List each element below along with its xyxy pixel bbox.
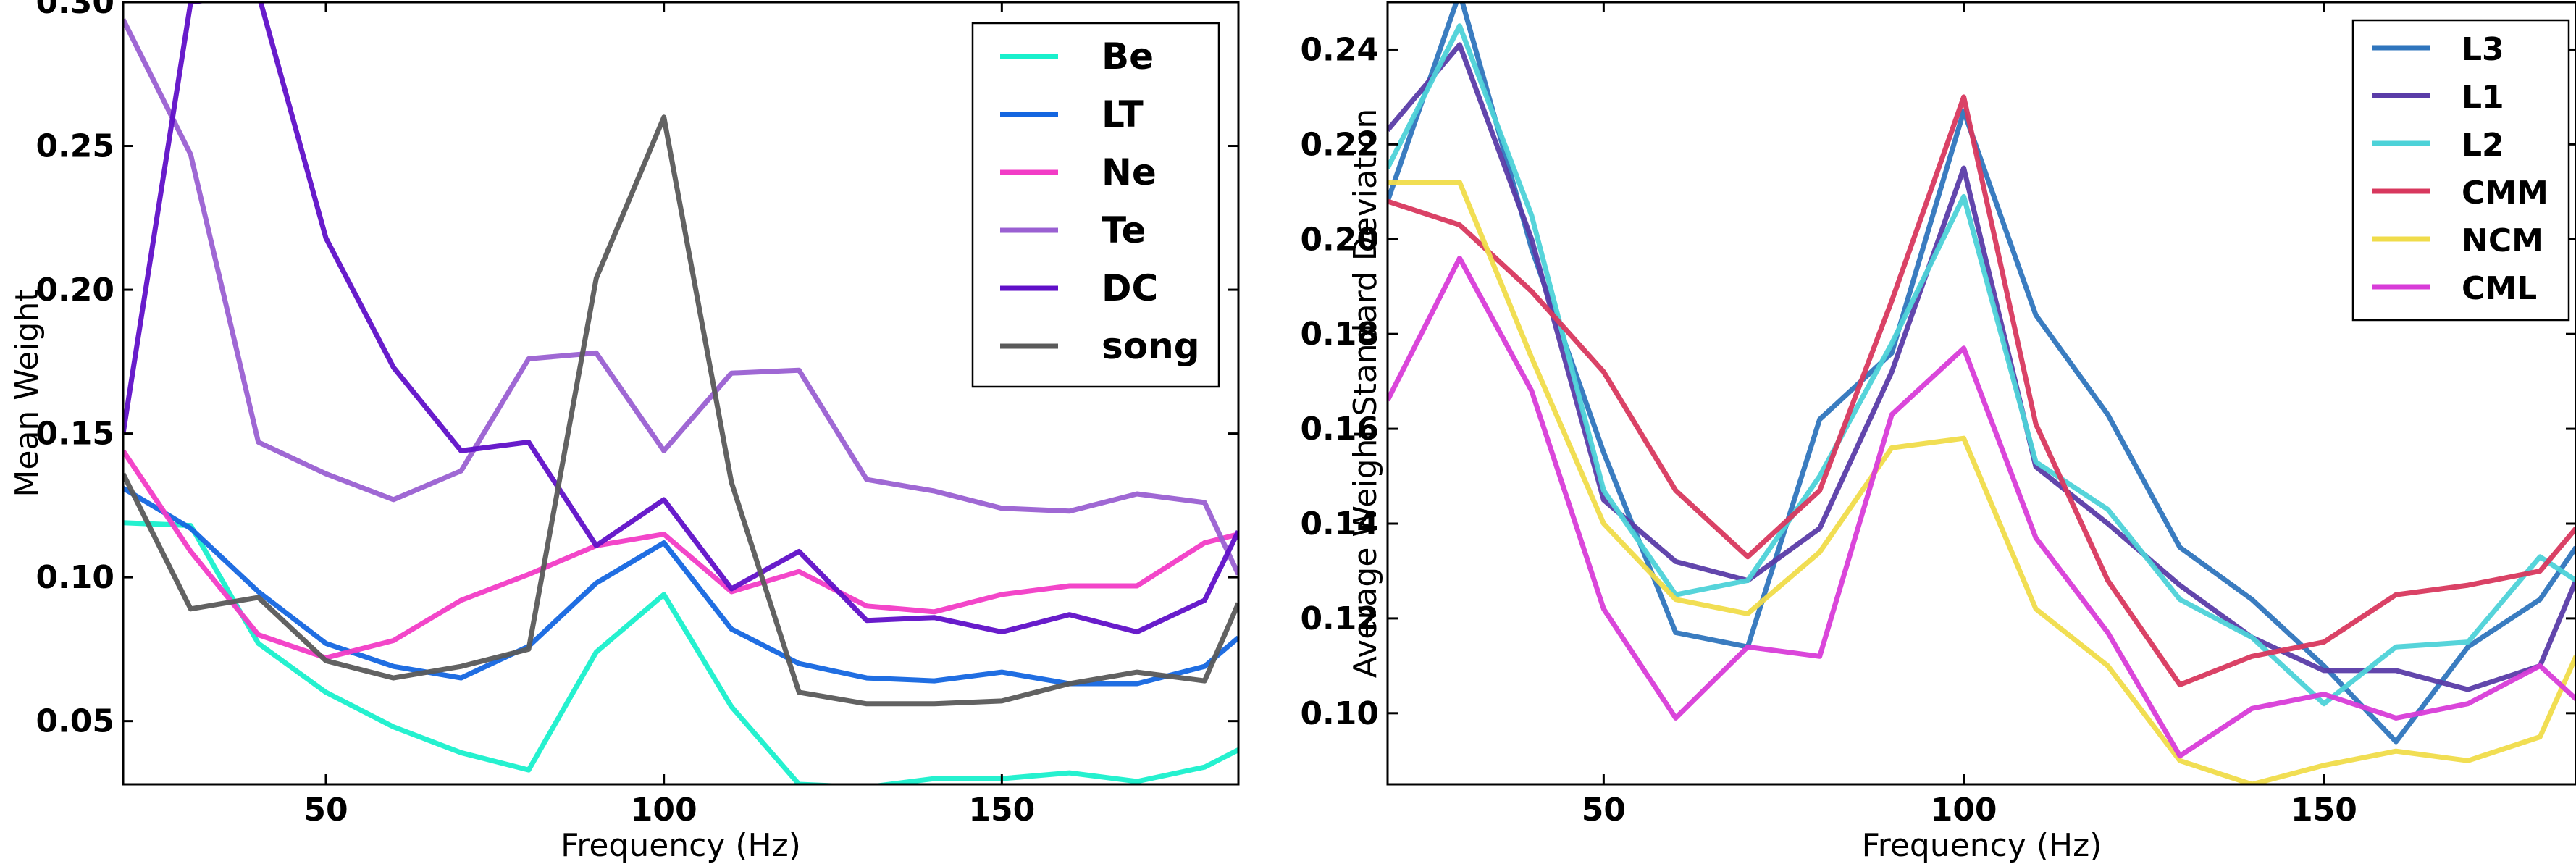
legend-label: CML — [2462, 270, 2537, 307]
series-line-be — [123, 520, 1238, 784]
series-line-l2 — [1388, 23, 2576, 707]
legend-label: Be — [1102, 35, 1154, 77]
plot-frame — [1386, 1, 2576, 786]
y-tick-label: 0.24 — [1300, 31, 1379, 68]
y-tick-label: 0.15 — [35, 416, 114, 453]
legend-label: DC — [1102, 267, 1158, 309]
legend-label: Ne — [1102, 151, 1157, 193]
series-group — [1388, 2, 2576, 784]
x-tick-label: 100 — [631, 792, 697, 829]
y-tick-label: 0.20 — [35, 272, 114, 309]
legend-label: L1 — [2462, 79, 2504, 116]
series-line-dc — [123, 2, 1238, 635]
series-line-cmm — [1388, 94, 2576, 687]
series-line-te — [123, 18, 1238, 576]
y-axis-label: Mean Weight — [9, 289, 46, 497]
legend-label: song — [1102, 325, 1200, 367]
y-tick-label: 0.25 — [35, 128, 114, 165]
x-tick-label: 150 — [2291, 792, 2357, 829]
y-tick-label: 0.18 — [1300, 316, 1379, 353]
legend-label: NCM — [2462, 222, 2543, 259]
legend-box — [971, 22, 1220, 388]
x-tick-label: 50 — [303, 792, 348, 829]
y-tick-label: 0.10 — [35, 559, 114, 596]
series-line-ne — [123, 449, 1238, 660]
chart-left: 50 100 150 0.05 0.10 0.15 0.20 0.25 0.30 Frequenc… — [9, 0, 1240, 864]
y-tick-label: 0.12 — [1300, 600, 1379, 637]
y-tick-label: 0.14 — [1300, 506, 1379, 542]
legend-label: LT — [1102, 93, 1144, 135]
plot-frame — [122, 1, 1240, 786]
y-tick-label: 0.16 — [1300, 411, 1379, 448]
series-line-song — [123, 114, 1238, 707]
x-tick-label: 100 — [1931, 792, 1997, 829]
series-line-ncm — [1388, 180, 2576, 784]
chart-right: 50 100 150 0.10 0.12 0.14 0.16 0.18 0.20 0.22 0.24… — [1300, 1, 2576, 864]
legend-label: Te — [1102, 209, 1146, 251]
series-line-l3 — [1388, 2, 2576, 745]
legend-label: CMM — [2462, 175, 2548, 211]
x-tick-label: 150 — [968, 792, 1035, 829]
x-axis-label: Frequency (Hz) — [1862, 827, 2102, 864]
series-line-cml — [1388, 256, 2576, 759]
y-tick-label: 0.22 — [1300, 126, 1379, 163]
legend-label: L2 — [2462, 127, 2504, 164]
x-tick-label: 50 — [1582, 792, 1626, 829]
legend-label: L3 — [2462, 31, 2504, 68]
y-tick-label: 0.30 — [35, 0, 114, 21]
y-tick-label: 0.10 — [1300, 695, 1379, 732]
series-line-l1 — [1388, 42, 2576, 692]
legend: L3 L1 L2 CMM NCM CML — [2351, 19, 2570, 322]
series-group — [123, 2, 1238, 784]
y-tick-label: 0.05 — [35, 703, 114, 740]
y-axis-label: Average Weight Standard Deviation — [1347, 109, 1384, 679]
legend-box — [2351, 19, 2570, 322]
y-tick-label: 0.20 — [1300, 221, 1379, 258]
x-axis-label: Frequency (Hz) — [561, 827, 801, 864]
legend: Be LT Ne Te DC song — [971, 22, 1220, 388]
